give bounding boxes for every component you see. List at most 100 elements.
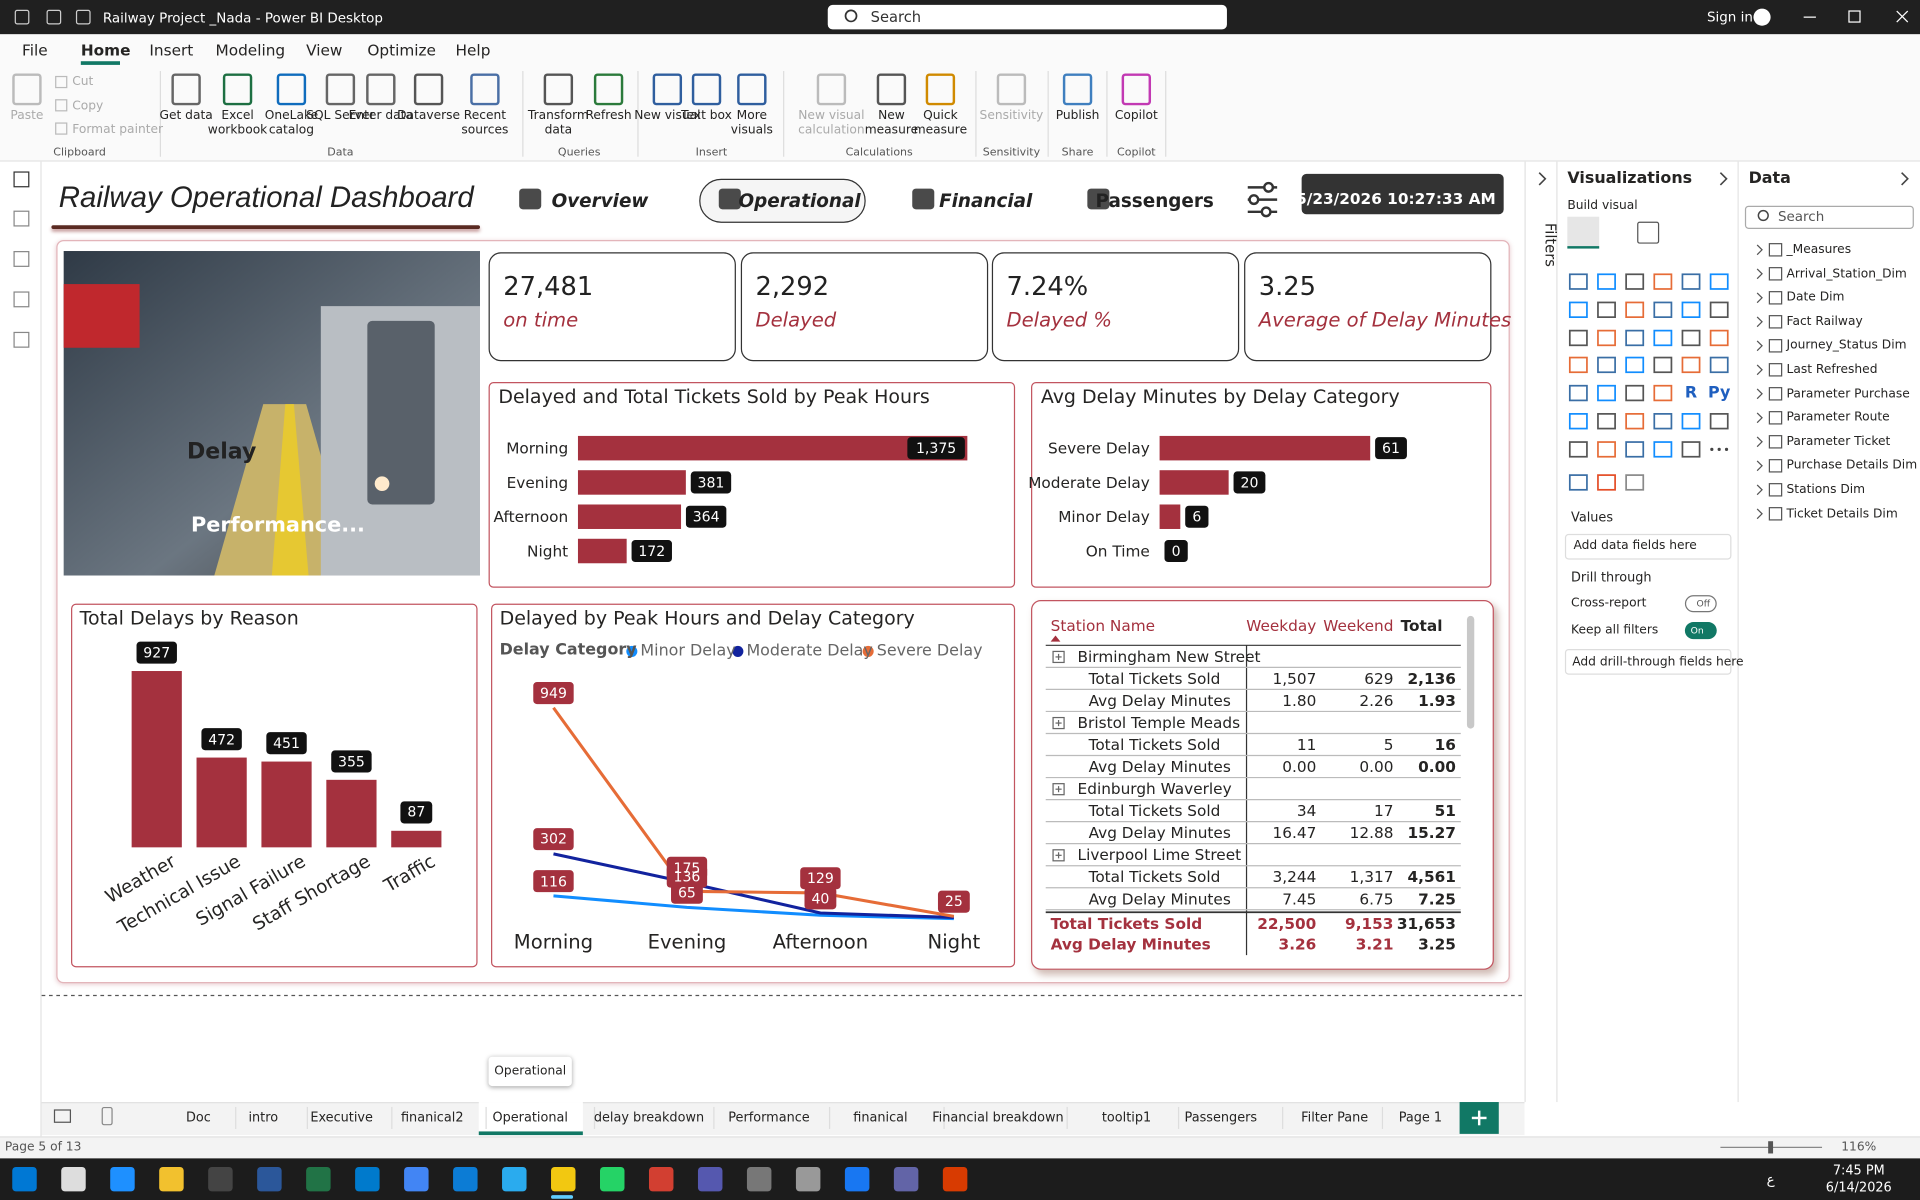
taskbar-app[interactable] <box>404 1166 429 1192</box>
ribbon-tab[interactable]: View <box>306 41 343 60</box>
data-table[interactable]: Parameter Purchase <box>1786 387 1910 401</box>
ribbon-button[interactable]: Text box <box>681 108 732 123</box>
mobile-layout[interactable] <box>101 1106 113 1126</box>
filters-label[interactable]: Filters <box>1541 222 1559 267</box>
ribbon-button[interactable]: Paste <box>10 108 44 123</box>
ribbon-button-icon[interactable] <box>996 73 1027 106</box>
ribbon-tab[interactable]: Home <box>80 41 131 60</box>
ribbon-button[interactable]: OneLake catalog <box>264 108 319 137</box>
ribbon-tab[interactable]: File <box>22 41 48 60</box>
taskbar-app[interactable] <box>61 1166 86 1192</box>
taskbar-app[interactable] <box>159 1166 184 1192</box>
view-button[interactable] <box>13 251 30 267</box>
page-tab[interactable]: Performance <box>728 1110 810 1126</box>
nav-button[interactable]: Overview <box>551 189 649 212</box>
taskbar-app[interactable] <box>600 1166 625 1192</box>
matrix-row-header[interactable]: Birmingham New Street <box>1077 647 1261 666</box>
nav-button[interactable]: Financial <box>939 189 1033 212</box>
ribbon-button-icon[interactable] <box>543 73 574 106</box>
ribbon-tab[interactable]: Optimize <box>367 41 436 60</box>
ribbon-button-icon[interactable] <box>816 73 847 106</box>
ribbon-button[interactable]: Dataverse <box>397 108 461 123</box>
taskbar-app[interactable] <box>110 1166 135 1192</box>
ribbon-button[interactable]: Recent sources <box>461 108 509 137</box>
ribbon-button-icon[interactable] <box>366 73 396 106</box>
page-tab[interactable]: Filter Pane <box>1301 1110 1369 1126</box>
page-tab[interactable]: tooltip1 <box>1101 1110 1152 1126</box>
taskbar-app[interactable] <box>257 1166 282 1192</box>
ribbon-button-icon[interactable] <box>691 73 722 106</box>
quick-access-icon[interactable] <box>14 9 30 25</box>
ribbon-button[interactable]: Copilot <box>1114 108 1158 123</box>
data-table[interactable]: Journey_Status Dim <box>1786 339 1907 353</box>
ribbon-button[interactable]: Quick measure <box>913 108 968 137</box>
page-tab[interactable]: delay breakdown <box>593 1110 705 1126</box>
matrix-row-header[interactable]: Edinburgh Waverley <box>1077 779 1232 798</box>
data-table[interactable]: Stations Dim <box>1786 483 1866 497</box>
view-button[interactable] <box>13 291 30 308</box>
taskbar-app[interactable] <box>453 1166 478 1192</box>
matrix-row-header[interactable]: Bristol Temple Meads <box>1077 713 1241 732</box>
ribbon-button-icon[interactable] <box>222 73 253 106</box>
desktop-layout[interactable] <box>53 1109 72 1123</box>
format-visual-tab[interactable] <box>1637 221 1660 244</box>
taskbar-app[interactable] <box>355 1166 380 1192</box>
ribbon-button-icon[interactable] <box>276 73 307 106</box>
taskbar-app[interactable] <box>697 1166 723 1192</box>
search-box[interactable] <box>827 4 1227 30</box>
taskbar-app[interactable] <box>306 1166 331 1192</box>
view-button[interactable] <box>13 331 30 348</box>
ribbon-tab[interactable]: Modeling <box>215 41 286 60</box>
ribbon-button[interactable]: Get data <box>159 108 213 123</box>
taskbar-app[interactable] <box>942 1166 968 1192</box>
ribbon-button-icon[interactable] <box>171 73 201 106</box>
data-table[interactable]: Last Refreshed <box>1786 363 1878 377</box>
page-tab[interactable]: finanical <box>853 1110 908 1126</box>
data-table[interactable]: Fact Railway <box>1786 315 1863 329</box>
page-tab[interactable]: intro <box>248 1110 279 1126</box>
taskbar-app[interactable] <box>12 1166 37 1192</box>
ribbon-button-icon[interactable] <box>876 73 907 106</box>
nav-button[interactable]: Operational <box>738 189 861 212</box>
ribbon-button-icon[interactable] <box>593 73 624 106</box>
ribbon-button-icon[interactable] <box>12 73 42 106</box>
ribbon-tab[interactable]: Help <box>455 41 491 60</box>
ribbon-button-icon[interactable] <box>413 73 444 106</box>
taskbar-app[interactable] <box>844 1166 870 1192</box>
taskbar-app[interactable] <box>795 1166 821 1192</box>
toggle[interactable] <box>1684 622 1717 640</box>
data-table[interactable]: Purchase Details Dim <box>1786 459 1918 473</box>
ribbon-button-icon[interactable] <box>652 73 683 106</box>
python-visual[interactable]: Py <box>1708 383 1731 403</box>
taskbar-app[interactable] <box>502 1166 527 1192</box>
ribbon-button[interactable]: Sensitivity <box>979 108 1044 123</box>
field-well[interactable] <box>1564 533 1732 560</box>
ribbon-button[interactable]: New visual calculation <box>798 108 865 137</box>
ribbon-button[interactable]: Transform data <box>527 108 589 137</box>
matrix-row-header[interactable]: Liverpool Lime Street <box>1077 845 1242 864</box>
data-search[interactable] <box>1744 205 1914 229</box>
page-tab[interactable]: Executive <box>310 1110 373 1126</box>
ribbon-button-icon[interactable] <box>1121 73 1152 106</box>
quick-access-icon[interactable] <box>75 9 91 25</box>
data-table[interactable]: Arrival_Station_Dim <box>1786 267 1907 281</box>
taskbar-app[interactable] <box>551 1166 576 1192</box>
data-table[interactable]: Ticket Details Dim <box>1786 507 1898 521</box>
ribbon-tab[interactable]: Insert <box>149 41 194 60</box>
ribbon-button[interactable]: Refresh <box>585 108 632 123</box>
build-visual-tab[interactable] <box>1567 216 1600 249</box>
page-tab[interactable]: Passengers <box>1184 1110 1258 1126</box>
ribbon-button[interactable]: New visual <box>634 108 701 123</box>
data-table[interactable]: Date Dim <box>1786 291 1845 305</box>
sign-in[interactable]: Sign in <box>1706 9 1753 26</box>
taskbar-app[interactable] <box>893 1166 919 1192</box>
ribbon-button-icon[interactable] <box>925 73 956 106</box>
page-tab[interactable]: Financial breakdown <box>932 1110 1064 1126</box>
ribbon-button-icon[interactable] <box>737 73 767 106</box>
page-tab[interactable]: Doc <box>185 1110 211 1126</box>
data-table[interactable]: _Measures <box>1786 243 1852 257</box>
view-button[interactable] <box>13 210 30 227</box>
view-button[interactable] <box>13 171 30 188</box>
page-tab[interactable]: Page 1 <box>1398 1110 1443 1126</box>
clipboard-button[interactable]: Format painter <box>72 123 164 137</box>
